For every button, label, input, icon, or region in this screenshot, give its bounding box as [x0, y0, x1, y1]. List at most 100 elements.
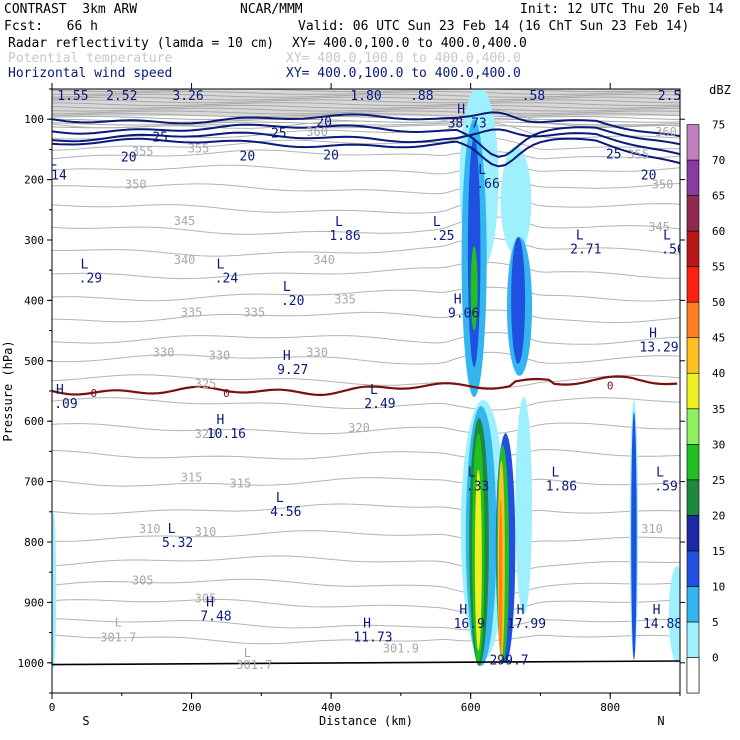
extremum-marker: H [457, 103, 465, 118]
theta-contour [52, 618, 680, 631]
wind-speed-contour [52, 111, 680, 138]
colorbar-swatch [686, 621, 700, 658]
field-wind-xy: XY= 400.0,100.0 to 400.0,400.0 [286, 66, 521, 81]
extremum-marker: L [63, 75, 71, 90]
theta-contour-upper [52, 102, 680, 106]
theta-label: 360 [655, 125, 677, 139]
extremum-marker: L [576, 228, 584, 243]
theta-label: 301.7 [236, 658, 272, 672]
reflectivity-lower-cell [474, 469, 482, 651]
colorbar-swatch [686, 337, 700, 374]
theta-label: 310 [641, 522, 663, 536]
theta-label: 315 [230, 477, 252, 491]
reflectivity-anvil [511, 236, 526, 364]
y-tick-label: 500 [24, 355, 44, 368]
theta-contour-upper [52, 121, 680, 126]
extremum-value: .88 [410, 89, 433, 104]
extremum-marker: L [283, 280, 291, 295]
theta-contour [52, 164, 680, 175]
theta-label: 355 [132, 144, 154, 158]
theta-label: 301.9 [383, 642, 419, 656]
extremum-value: 16.9 [454, 617, 485, 632]
extremum-marker: L [168, 522, 176, 537]
colorbar-swatch [686, 230, 700, 267]
extremum-value: 17.99 [507, 617, 546, 632]
colorbar-swatch [686, 515, 700, 552]
theta-label: 340 [174, 253, 196, 267]
theta-contour [52, 149, 680, 160]
theta-label: L [244, 646, 251, 660]
extremum-marker: L [660, 75, 668, 90]
field-reflectivity-xy: XY= 400.0,100.0 to 400.0,400.0 [292, 36, 527, 51]
theta-label: 301.7 [100, 631, 136, 645]
extremum-marker: L [178, 75, 186, 90]
extremum-marker: L [49, 155, 57, 170]
y-tick-label: 200 [24, 174, 44, 187]
extremum-marker: L [80, 257, 88, 272]
extremum-value: 2.52 [106, 89, 137, 104]
extremum-marker: L [276, 491, 284, 506]
theta-contour-upper [52, 110, 680, 115]
theta-label: 355 [188, 141, 210, 155]
theta-contour [52, 136, 680, 151]
extremum-value: 11.73 [353, 631, 392, 646]
x-tick-label: 0 [49, 701, 56, 714]
extremum-marker: L [433, 215, 441, 230]
freezing-level-label: 0 [607, 380, 614, 393]
y-tick-label: 800 [24, 536, 44, 549]
wind-label: 20 [121, 150, 137, 165]
theta-contour [52, 109, 680, 129]
forecast-hour: Fcst: 66 h [4, 19, 98, 34]
colorbar-swatch [686, 266, 700, 303]
extremum-marker: L [217, 257, 225, 272]
extremum-value: .09 [54, 397, 77, 412]
colorbar-label: 50 [712, 296, 725, 309]
extremum-marker: H [459, 603, 467, 618]
terrain-line [52, 660, 680, 666]
theta-contour-upper [52, 90, 680, 95]
wind-speed-contour [52, 123, 680, 158]
theta-contour [52, 448, 680, 460]
theta-contour-upper [52, 99, 680, 104]
colorbar-label: 60 [712, 225, 725, 238]
wind-label: 20 [323, 149, 339, 164]
extremum-value: .20 [281, 294, 304, 309]
extremum-value: 5.32 [162, 536, 193, 551]
extremum-value: 14 [51, 169, 67, 184]
extremum-marker: L [656, 466, 664, 481]
x-tick-label: 800 [600, 701, 620, 714]
y-tick-label: 700 [24, 476, 44, 489]
colorbar-label: 65 [712, 190, 725, 203]
x-tick-label: 200 [182, 701, 202, 714]
theta-label: 340 [313, 253, 335, 267]
reflectivity-anvil [500, 146, 532, 256]
theta-label: 310 [139, 522, 161, 536]
colorbar-label: 25 [712, 474, 725, 487]
center-label: NCAR/MMM [240, 2, 303, 17]
y-tick-label: 1000 [18, 657, 45, 670]
extremum-value: .29 [79, 271, 102, 286]
extremum-marker: L [663, 228, 671, 243]
theta-contour-upper [52, 93, 680, 98]
theta-contour [52, 309, 680, 324]
y-tick-label: 600 [24, 415, 44, 428]
field-reflectivity: Radar reflectivity (lamda = 10 cm) [8, 36, 275, 51]
colorbar-label: 0 [712, 651, 719, 664]
wind-label: 20 [240, 149, 256, 164]
theta-contour [52, 578, 680, 597]
colorbar-unit: dBZ [709, 83, 731, 97]
wind-label: 25 [271, 126, 287, 141]
extremum-value: .59 [654, 480, 677, 495]
extremum-marker: H [206, 596, 214, 611]
y-axis-label: Pressure (hPa) [1, 340, 15, 441]
extremum-value: 1.86 [546, 480, 577, 495]
theta-contour [52, 261, 680, 280]
extremum-value: .58 [522, 89, 545, 104]
wind-label: 20 [641, 169, 657, 184]
theta-label: 355 [627, 147, 649, 161]
theta-label: 330 [209, 349, 231, 363]
theta-contour [52, 634, 680, 645]
colorbar-label: 45 [712, 332, 725, 345]
colorbar-swatch [686, 479, 700, 516]
model-title: CONTRAST 3km ARW [4, 2, 138, 17]
